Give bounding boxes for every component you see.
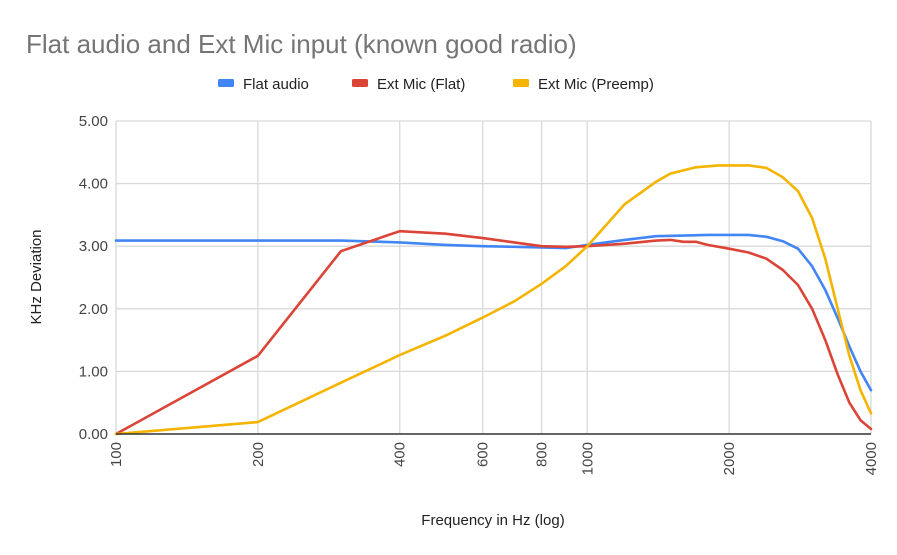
legend-swatch — [352, 79, 368, 87]
series-line-ext-mic-flat — [114, 229, 873, 436]
series-line-flat-audio — [114, 233, 873, 392]
series-lines — [114, 164, 873, 436]
x-tick-label: 2000 — [721, 442, 738, 475]
y-tick-label: 2.00 — [79, 301, 108, 318]
legend: Flat audio Ext Mic (Flat) Ext Mic (Preemp) — [218, 76, 654, 93]
axes: 0.00 1.00 2.00 3.00 4.00 5.00 100 200 400 600 800 1… — [79, 113, 880, 475]
legend-swatch — [218, 79, 234, 87]
legend-label: Flat audio — [243, 76, 309, 93]
x-tick-label: 100 — [108, 442, 125, 467]
y-tick-label: 4.00 — [79, 176, 108, 193]
legend-item: Ext Mic (Preemp) — [513, 76, 654, 93]
y-tick-label: 0.00 — [79, 426, 108, 443]
chart-title: Flat audio and Ext Mic input (known good… — [26, 29, 577, 59]
x-axis-title: Frequency in Hz (log) — [421, 512, 564, 529]
legend-item: Flat audio — [218, 76, 309, 93]
x-tick-label: 800 — [534, 442, 551, 467]
x-tick-label: 1000 — [579, 442, 596, 475]
y-tick-label: 5.00 — [79, 113, 108, 130]
y-axis-title: KHz Deviation — [28, 229, 45, 324]
x-tick-label: 200 — [250, 442, 267, 467]
x-tick-label: 400 — [392, 442, 409, 467]
x-tick-label: 4000 — [863, 442, 880, 475]
legend-label: Ext Mic (Preemp) — [538, 76, 654, 93]
legend-item: Ext Mic (Flat) — [352, 76, 465, 93]
y-tick-label: 3.00 — [79, 238, 108, 255]
legend-swatch — [513, 79, 529, 87]
x-tick-label: 600 — [475, 442, 492, 467]
series-line-ext-mic-preemp — [114, 164, 873, 436]
y-tick-label: 1.00 — [79, 363, 108, 380]
legend-label: Ext Mic (Flat) — [377, 76, 465, 93]
grid — [115, 120, 872, 434]
